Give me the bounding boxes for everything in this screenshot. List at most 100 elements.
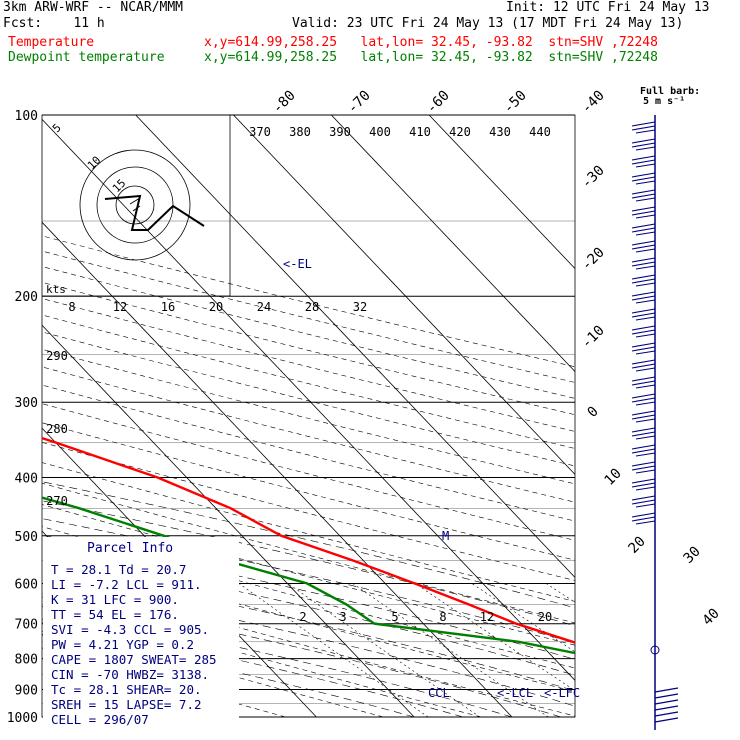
parcel-info-row: CELL = 296/07	[51, 712, 149, 727]
hodograph-ring-inner	[115, 185, 155, 225]
skew-temp-label: 30	[681, 544, 704, 567]
skew-temp-label: -20	[579, 245, 608, 274]
wind-barb	[631, 325, 656, 338]
mixing-ratio-label: 16	[161, 300, 175, 314]
wind-barb	[631, 138, 656, 151]
parcel-info-background	[43, 537, 239, 727]
hodograph-unit-label: kts	[46, 283, 66, 296]
hodograph-ring-label: 15	[110, 177, 129, 196]
el-marker: <-EL	[283, 257, 312, 271]
hodograph	[42, 115, 231, 297]
parcel-info-row: SVI = -4.3 CCL = 905.	[51, 622, 209, 637]
mixing-ratio-label: 8	[68, 300, 75, 314]
init-time: Init: 12 UTC Fri 24 May 13	[506, 0, 710, 15]
skew-temp-label: 40	[700, 606, 723, 629]
wind-barb	[631, 478, 656, 491]
theta-side-label: 290	[46, 349, 68, 363]
skew-temp-label: 10	[602, 466, 625, 489]
parcel-info-row: LI = -7.2 LCL = 911.	[51, 577, 202, 592]
skew-temp-label: -80	[270, 88, 299, 117]
mixing-ratio-line	[287, 583, 481, 718]
wind-barb	[631, 172, 656, 185]
lfc-marker: <-LFC	[544, 686, 580, 700]
theta-label: 440	[529, 125, 551, 139]
mixing-ratio-label: 28	[305, 300, 319, 314]
wind-barb	[631, 223, 656, 236]
isotherm-line	[42, 118, 575, 681]
theta-label: 410	[409, 125, 431, 139]
mixing-ratio-label: 5	[391, 610, 398, 624]
skew-temp-label: -50	[501, 88, 530, 117]
wind-barb	[631, 495, 656, 508]
mixing-ratio-label: 12	[480, 610, 494, 624]
temperature-legend: Temperature	[8, 35, 95, 50]
pressure-label: 900	[15, 683, 38, 698]
mixing-ratio-label: 3	[339, 610, 346, 624]
mixing-ratio-label: 20	[209, 300, 223, 314]
pressure-label: 300	[15, 396, 38, 411]
ccl-marker: CCL	[428, 686, 450, 700]
wind-barb	[631, 410, 656, 423]
theta-side-label: 270	[46, 494, 68, 508]
wind-barb	[654, 705, 679, 711]
parcel-info-row: TT = 54 EL = 176.	[51, 607, 179, 622]
mixing-ratio-label: 12	[113, 300, 127, 314]
wind-barb	[631, 240, 656, 253]
skew-temp-label: -70	[345, 88, 374, 117]
wind-barb	[631, 121, 656, 134]
hodograph-ring-outer	[79, 149, 191, 261]
wind-barb	[654, 699, 679, 705]
parcel-info-row: CAPE = 1807 SWEAT= 285	[51, 652, 217, 667]
wind-barb	[631, 206, 656, 219]
parcel-info-row: T = 28.1 Td = 20.7	[51, 562, 186, 577]
wind-barb	[631, 444, 656, 457]
parcel-info-row: CIN = -70 HWBZ= 3138.	[51, 667, 209, 682]
theta-side-label: 280	[46, 422, 68, 436]
temperature-station-info: x,y=614.99,258.25 lat,lon= 32.45, -93.82…	[204, 35, 658, 50]
pressure-label: 400	[15, 471, 38, 486]
theta-label: 380	[289, 125, 311, 139]
parcel-info-title: Parcel Info	[87, 541, 173, 556]
wind-barbs	[631, 115, 679, 730]
wind-barb	[631, 393, 656, 406]
wind-barb	[631, 427, 656, 440]
skew-temp-label: -60	[424, 88, 453, 117]
wind-barb	[631, 257, 656, 270]
pressure-label: 100	[15, 109, 38, 124]
pressure-label: 1000	[7, 711, 38, 726]
wind-barb	[631, 155, 656, 168]
parcel-info-row: PW = 4.21 YGP = 0.2	[51, 637, 194, 652]
pressure-label: 700	[15, 618, 38, 633]
pressure-label: 600	[15, 577, 38, 592]
theta-label: 370	[249, 125, 271, 139]
pressure-label: 800	[15, 653, 38, 668]
dewpoint-legend: Dewpoint temperature	[8, 50, 165, 65]
wind-barb	[631, 359, 656, 372]
parcel-info-row: SREH = 15 LAPSE= 7.2	[51, 697, 202, 712]
wind-barb	[631, 376, 656, 389]
temperature-trace	[42, 436, 575, 644]
parcel-info-box: Parcel Info T = 28.1 Td = 20.7LI = -7.2 L…	[43, 537, 239, 727]
m-marker: M	[442, 529, 449, 543]
hodograph-trace	[104, 194, 205, 231]
isotherm-line	[233, 115, 575, 476]
isotherm-line	[135, 115, 575, 579]
theta-label: 390	[329, 125, 351, 139]
moist-adiabat	[42, 593, 561, 718]
skew-temp-label: -30	[579, 163, 608, 192]
hodograph-ring-middle	[96, 166, 174, 244]
hodograph-ring-label: 10	[85, 154, 104, 173]
valid-time: Valid: 23 UTC Fri 24 May 13 (17 MDT Fri …	[292, 16, 684, 31]
wind-barb	[631, 189, 656, 202]
isotherm-line	[42, 324, 415, 718]
pressure-label: 500	[15, 530, 38, 545]
mixing-ratio-label: 20	[538, 610, 552, 624]
mixing-ratio-label: 24	[257, 300, 271, 314]
dewpoint-station-info: x,y=614.99,258.25 lat,lon= 32.45, -93.82…	[204, 50, 658, 65]
wind-barb	[631, 461, 656, 474]
skew-temp-label: 20	[626, 534, 649, 557]
isotherm-line	[42, 221, 513, 718]
isotherm-line	[331, 115, 575, 373]
pressure-label: 200	[15, 290, 38, 305]
hodograph-mark	[129, 197, 141, 212]
